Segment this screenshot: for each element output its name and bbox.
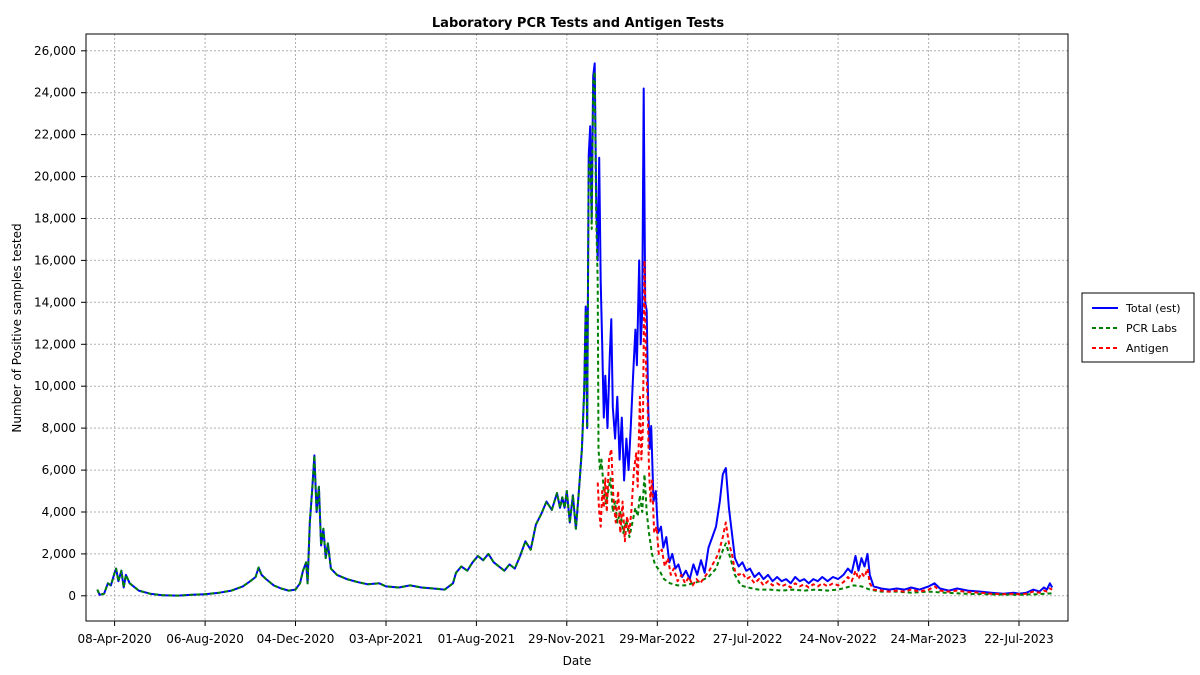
x-axis-label: Date [563,654,592,668]
y-axis-label: Number of Positive samples tested [10,223,24,432]
y-tick-label: 10,000 [34,379,76,393]
x-tick-label: 06-Aug-2020 [166,632,244,646]
y-tick-label: 8,000 [42,421,76,435]
plot-frame [85,33,1069,622]
y-tick-label: 26,000 [34,44,76,58]
y-tick-label: 20,000 [34,170,76,184]
legend-label-antigen: Antigen [1126,342,1169,355]
legend: Total (est) PCR Labs Antigen [1081,292,1195,363]
y-tick-label: 4,000 [42,505,76,519]
x-tick-label: 22-Jul-2023 [984,632,1054,646]
series-line-total-est [96,62,1054,597]
y-tick-label: 2,000 [42,547,76,561]
y-axis-ticks: 0 2,000 4,000 6,000 8,000 10,000 12,000 14,000 1… [34,44,86,603]
series-lines [96,62,1054,597]
y-tick-label: 18,000 [34,212,76,226]
x-tick-label: 24-Nov-2022 [799,632,877,646]
y-tick-label: 16,000 [34,253,76,267]
y-tick-label: 22,000 [34,128,76,142]
grid [86,34,1068,621]
legend-label-pcr: PCR Labs [1126,322,1177,335]
x-tick-label: 24-Mar-2023 [890,632,966,646]
chart-title: Laboratory PCR Tests and Antigen Tests [432,16,724,31]
y-tick-label: 6,000 [42,463,76,477]
x-tick-label: 27-Jul-2022 [713,632,783,646]
legend-label-total: Total (est) [1125,302,1181,315]
x-tick-label: 01-Aug-2021 [438,632,516,646]
x-tick-label: 03-Apr-2021 [349,632,423,646]
x-tick-label: 04-Dec-2020 [257,632,335,646]
y-tick-label: 0 [68,589,76,603]
y-tick-label: 12,000 [34,337,76,351]
x-tick-label: 08-Apr-2020 [77,632,151,646]
x-tick-label: 29-Mar-2022 [619,632,695,646]
y-tick-label: 24,000 [34,86,76,100]
x-axis-ticks: 08-Apr-2020 06-Aug-2020 04-Dec-2020 03-Apr-… [77,621,1054,646]
x-tick-label: 29-Nov-2021 [528,632,606,646]
series-line-antigen [596,259,1053,596]
y-tick-label: 14,000 [34,295,76,309]
